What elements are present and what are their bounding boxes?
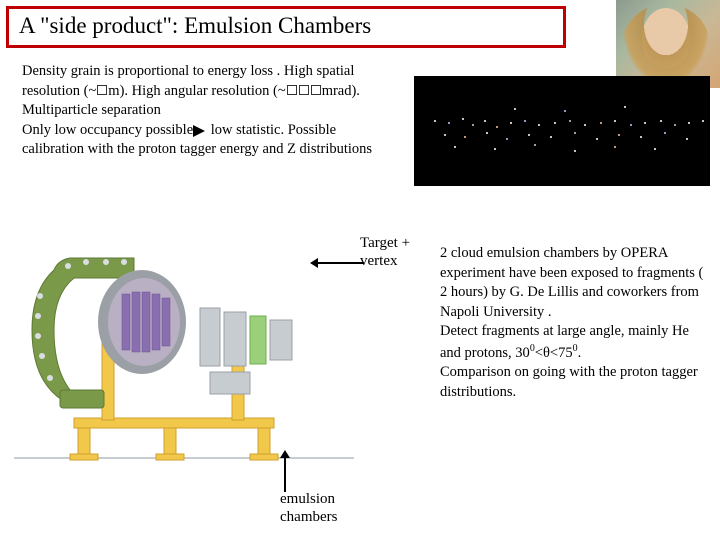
intro-phrase-4: mrad). [322, 83, 360, 99]
label-emulsion-chambers: emulsionchambers [280, 490, 337, 526]
intro-paragraph: Density grain is proportional to energy … [22, 62, 392, 160]
arrow-to-target [316, 262, 364, 264]
right-paragraph: 2 cloud emulsion chambers by OPERA exper… [440, 244, 710, 402]
arrow-right-icon [193, 124, 207, 136]
intro-phrase-0: Density grain is proportional to energy … [22, 63, 280, 79]
intro-phrase-3: High angular resolution (~ [132, 83, 286, 99]
intro-phrase-5: Multiparticle separation [22, 102, 161, 118]
rp-line-3: . [578, 345, 582, 361]
slide-title: A "side product": Emulsion Chambers [6, 6, 566, 48]
track-scatter-panel [414, 76, 710, 186]
rp-line-4: Comparison on going with the proton tagg… [440, 364, 698, 400]
placeholder-glyph [299, 85, 309, 95]
apparatus-diagram [14, 230, 354, 480]
intro-phrase-7: low statistic. [211, 122, 284, 138]
placeholder-glyph [97, 85, 107, 95]
intro-phrase-2: m). [108, 83, 128, 99]
placeholder-glyph [287, 85, 297, 95]
rp-line-2: <θ<75 [535, 345, 573, 361]
intro-phrase-6: Only low occupancy possible [22, 122, 193, 138]
placeholder-glyph [311, 85, 321, 95]
decorative-painting [616, 0, 720, 88]
label-target-vertex: Target +vertex [360, 234, 410, 270]
rp-line-0: 2 cloud emulsion chambers by OPERA exper… [440, 245, 703, 320]
arrow-to-emulsion [284, 456, 286, 492]
